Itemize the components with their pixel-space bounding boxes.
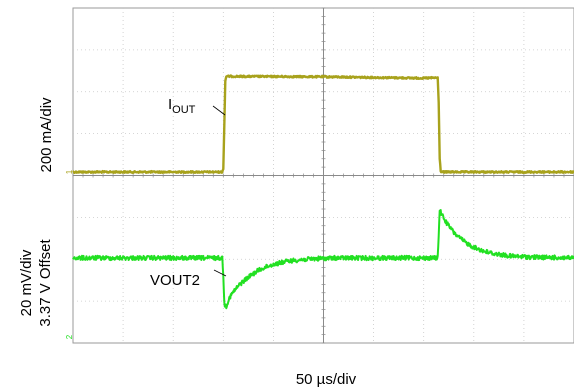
iout-channel-marker: 1 — [65, 169, 74, 174]
vout2-series-label: VOUT2 — [150, 272, 200, 289]
vout2-y-axis-label-line2: 3.37 V Offset — [37, 239, 54, 327]
iout-series-label: IOUT — [168, 96, 196, 116]
vout2-series-leader-line — [213, 269, 227, 277]
iout-series-label-subscript: OUT — [172, 104, 196, 116]
vout2-y-axis-label-line1: 20 mV/div — [18, 249, 35, 316]
scope-labels: 50 µs/div 200 mA/div 20 mV/div 3.37 V Of… — [18, 96, 357, 388]
iout-trace — [72, 74, 574, 174]
iout-series-leader-line — [212, 105, 226, 116]
scope-traces — [72, 74, 574, 310]
vout2-channel-marker: 2 — [65, 334, 74, 339]
vout2-trace — [72, 209, 574, 310]
iout-y-axis-label: 200 mA/div — [38, 97, 55, 173]
x-axis-label: 50 µs/div — [296, 371, 357, 388]
scope-graticule — [72, 7, 574, 344]
iout-series-label-main: I — [168, 96, 172, 113]
